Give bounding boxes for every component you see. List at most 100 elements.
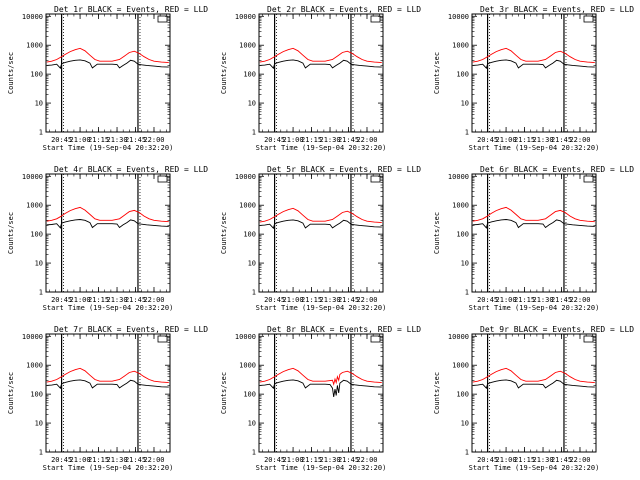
- legend-box: [370, 175, 381, 183]
- x-tick-label: 20:45: [51, 456, 72, 464]
- detector-panel: Det 6r BLACK = Events, RED = LLD 1 10 100 10…: [433, 165, 634, 312]
- y-tick-label: 1000: [452, 42, 469, 50]
- events-series-line: [46, 59, 169, 70]
- y-tick-label: 10000: [22, 173, 43, 181]
- y-axis-label: Counts/sec: [220, 52, 228, 94]
- x-tick-label: 21:45: [125, 296, 146, 304]
- y-axis-label: Counts/sec: [7, 372, 15, 414]
- y-tick-label: 1000: [26, 202, 43, 210]
- events-series-line: [472, 219, 595, 229]
- x-axis-label: Start Time (19-Sep-04 20:32:20): [256, 144, 387, 152]
- panel-title: Det 8r BLACK = Events, RED = LLD: [267, 325, 421, 334]
- lld-series-line: [46, 47, 169, 64]
- x-tick-label: 21:00: [70, 456, 91, 464]
- y-tick-label: 10: [248, 100, 256, 108]
- x-tick-label: 21:30: [319, 136, 340, 144]
- legend-box: [583, 15, 594, 23]
- y-tick-label: 100: [456, 391, 469, 399]
- x-tick-label: 21:30: [319, 456, 340, 464]
- panel-title: Det 7r BLACK = Events, RED = LLD: [54, 325, 208, 334]
- x-tick-label: 21:00: [283, 136, 304, 144]
- y-tick-label: 10: [248, 420, 256, 428]
- x-tick-label: 21:15: [88, 296, 109, 304]
- x-tick-label: 21:15: [88, 136, 109, 144]
- y-tick-label: 10: [461, 260, 469, 268]
- x-axis-label: Start Time (19-Sep-04 20:32:20): [256, 304, 387, 312]
- x-tick-label: 21:45: [338, 136, 359, 144]
- detector-panel: Det 5r BLACK = Events, RED = LLD 1 10 100 10…: [220, 165, 421, 312]
- y-tick-label: 1: [39, 129, 43, 137]
- y-axis-label: Counts/sec: [220, 212, 228, 254]
- x-tick-label: 22:00: [356, 296, 377, 304]
- x-tick-label: 20:45: [264, 296, 285, 304]
- x-tick-label: 21:00: [496, 296, 517, 304]
- y-tick-label: 1: [465, 289, 469, 297]
- y-tick-label: 100: [30, 231, 43, 239]
- y-tick-label: 10000: [235, 13, 256, 21]
- x-tick-label: 21:30: [532, 456, 553, 464]
- x-tick-label: 22:00: [569, 296, 590, 304]
- x-tick-label: 21:45: [551, 296, 572, 304]
- events-series-line: [46, 219, 169, 229]
- x-tick-label: 21:15: [301, 296, 322, 304]
- y-tick-label: 100: [243, 231, 256, 239]
- plot-frame: [45, 173, 171, 293]
- x-tick-label: 21:30: [106, 456, 127, 464]
- y-tick-label: 10: [248, 260, 256, 268]
- x-tick-label: 21:15: [88, 456, 109, 464]
- legend-box: [583, 175, 594, 183]
- x-tick-label: 21:30: [106, 296, 127, 304]
- plot-frame: [471, 333, 597, 453]
- y-tick-label: 10000: [22, 13, 43, 21]
- y-tick-label: 10000: [448, 173, 469, 181]
- y-tick-label: 1: [465, 129, 469, 137]
- y-tick-label: 10: [461, 420, 469, 428]
- x-tick-label: 21:45: [125, 136, 146, 144]
- x-tick-label: 21:30: [532, 136, 553, 144]
- y-tick-label: 1000: [452, 362, 469, 370]
- events-series-line: [46, 379, 169, 390]
- detector-panel: Det 3r BLACK = Events, RED = LLD 1 10 100 10…: [433, 5, 634, 152]
- y-tick-label: 1000: [26, 42, 43, 50]
- detector-panel: Det 9r BLACK = Events, RED = LLD 1 10 100 10…: [433, 325, 634, 472]
- x-tick-label: 20:45: [264, 456, 285, 464]
- y-tick-label: 1: [465, 449, 469, 457]
- x-axis-label: Start Time (19-Sep-04 20:32:20): [43, 304, 174, 312]
- events-series-line: [259, 379, 382, 397]
- detector-panel: Det 2r BLACK = Events, RED = LLD 1 10 100 10…: [220, 5, 421, 152]
- detector-panel: Det 1r BLACK = Events, RED = LLD 1 10 100 10…: [7, 5, 208, 152]
- x-axis-label: Start Time (19-Sep-04 20:32:20): [469, 464, 600, 472]
- detector-panel: Det 7r BLACK = Events, RED = LLD 1 10 100 10…: [7, 325, 208, 472]
- y-tick-label: 1000: [239, 202, 256, 210]
- events-series-line: [259, 219, 382, 230]
- plot-frame: [258, 333, 384, 453]
- x-tick-label: 22:00: [356, 456, 377, 464]
- lld-series-line: [46, 206, 169, 223]
- y-tick-label: 100: [30, 391, 43, 399]
- plot-frame: [471, 173, 597, 293]
- y-axis-label: Counts/sec: [7, 212, 15, 254]
- x-tick-label: 21:45: [125, 456, 146, 464]
- x-tick-label: 21:15: [301, 456, 322, 464]
- x-tick-label: 20:45: [264, 136, 285, 144]
- y-tick-label: 10: [35, 100, 43, 108]
- x-axis-label: Start Time (19-Sep-04 20:32:20): [256, 464, 387, 472]
- panel-title: Det 1r BLACK = Events, RED = LLD: [54, 5, 208, 14]
- x-tick-label: 22:00: [143, 136, 164, 144]
- y-tick-label: 1000: [239, 362, 256, 370]
- x-tick-label: 21:30: [319, 296, 340, 304]
- events-series-line: [259, 59, 382, 70]
- x-tick-label: 21:15: [514, 296, 535, 304]
- y-tick-label: 100: [456, 71, 469, 79]
- lld-series-line: [472, 206, 595, 223]
- panel-title: Det 5r BLACK = Events, RED = LLD: [267, 165, 421, 174]
- x-tick-label: 22:00: [356, 136, 377, 144]
- y-tick-label: 100: [243, 391, 256, 399]
- x-tick-label: 21:00: [283, 296, 304, 304]
- plot-frame: [258, 13, 384, 133]
- x-tick-label: 21:00: [496, 456, 517, 464]
- x-tick-label: 20:45: [51, 296, 72, 304]
- y-tick-label: 10000: [448, 333, 469, 341]
- plot-frame: [258, 173, 384, 293]
- x-tick-label: 21:45: [338, 456, 359, 464]
